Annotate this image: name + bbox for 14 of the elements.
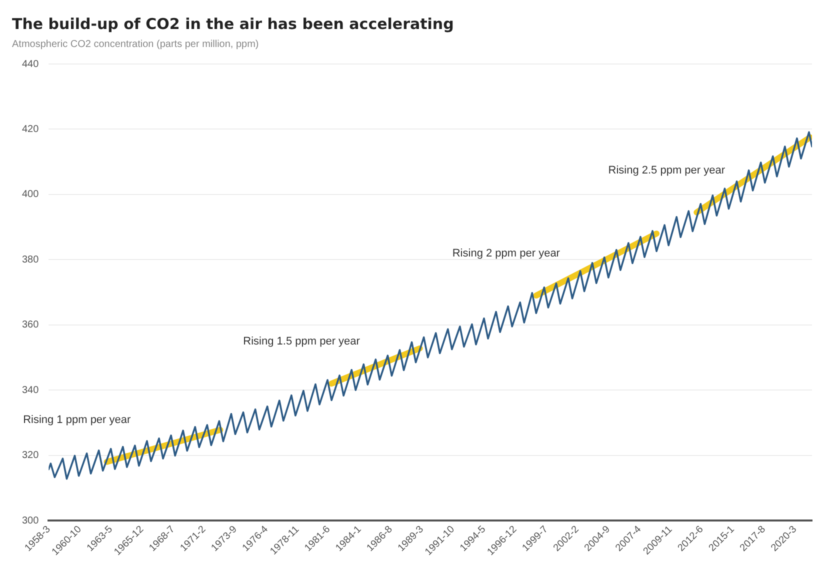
annotation: Rising 1 ppm per year [23, 414, 131, 426]
chart-subtitle: Atmospheric CO2 concentration (parts per million, ppm) [12, 38, 259, 50]
annotation: Rising 1.5 ppm per year [243, 336, 360, 348]
y-tick-label: 400 [22, 189, 40, 200]
annotation: Rising 2 ppm per year [452, 248, 560, 260]
y-tick-label: 380 [22, 254, 40, 266]
y-tick-label: 340 [22, 384, 40, 396]
y-tick-label: 360 [22, 320, 40, 331]
chart-title: The build-up of CO2 in the air has been accelerating [12, 14, 454, 33]
y-tick-label: 300 [22, 515, 40, 526]
y-tick-label: 320 [22, 450, 40, 462]
y-tick-label: 420 [22, 124, 40, 135]
annotation: Rising 2.5 ppm per year [608, 164, 726, 176]
y-tick-label: 440 [22, 58, 40, 70]
